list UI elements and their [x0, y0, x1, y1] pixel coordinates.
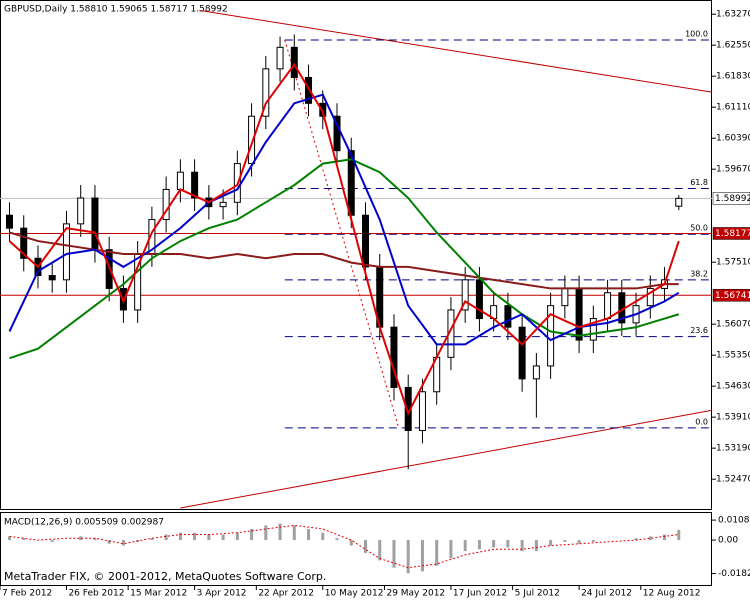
moving-average: [9, 158, 680, 360]
candle-body: [518, 326, 526, 380]
candle-body: [77, 197, 85, 225]
candle-body: [5, 214, 13, 229]
candle-body: [547, 305, 555, 367]
fib-label: 0.0: [695, 417, 708, 426]
candle-body: [561, 287, 569, 307]
candle-body: [361, 214, 369, 268]
candle-body: [162, 188, 170, 221]
x-tick-label: 22 Apr 2012: [258, 589, 314, 599]
price-box-label: 1.58177: [715, 229, 750, 239]
macd-title: MACD(12,26,9) 0.005509 0.002987: [4, 518, 164, 528]
trendline: [199, 9, 713, 93]
candle-body: [62, 223, 70, 281]
x-tick-label: 26 Feb 2012: [68, 589, 124, 599]
fib-swing: [284, 39, 400, 429]
y-tick-label: 1.63270: [716, 10, 750, 20]
x-tick-label: 7 Feb 2012: [2, 589, 52, 599]
trendline: [180, 409, 713, 509]
y-tick-label: 1.53910: [716, 413, 750, 423]
candle-body: [575, 287, 583, 341]
x-tick-label: 17 Jun 2012: [453, 589, 507, 599]
x-tick-label: 24 Jul 2012: [581, 589, 632, 599]
y-tick-label: 1.62550: [716, 41, 750, 51]
price-box-label: 1.58992: [715, 194, 750, 204]
candle-body: [646, 287, 654, 307]
fib-label: 50.0: [690, 224, 708, 233]
y-tick-label: 1.52470: [716, 475, 750, 485]
candle-body: [461, 279, 469, 311]
x-tick-label: 10 May 2012: [325, 589, 384, 599]
candle-body: [504, 305, 512, 328]
fib-label: 61.8: [690, 178, 708, 187]
candle-body: [176, 171, 184, 190]
candle-body: [390, 326, 398, 388]
fib-label: 23.6: [690, 326, 708, 335]
candle-body: [48, 275, 56, 281]
price-box: [712, 289, 750, 302]
candle-body: [418, 391, 426, 432]
candle-body: [276, 46, 284, 70]
candle-body: [347, 150, 355, 216]
candle-body: [219, 201, 227, 208]
candle-body: [475, 279, 483, 320]
y-tick-label: 1.53190: [716, 444, 750, 454]
macd-panel: [0, 512, 712, 586]
x-tick-label: 29 May 2012: [386, 589, 445, 599]
fib-label: 100.0: [685, 30, 708, 39]
candle-body: [191, 171, 199, 199]
candle-body: [305, 76, 313, 104]
x-tick-label: 15 Mar 2012: [130, 589, 187, 599]
price-box: [712, 192, 750, 205]
y-tick-label: 1.61830: [716, 72, 750, 82]
macd-y-tick-label: 0.010844: [718, 516, 750, 526]
footer: MetaTrader FIX, © 2001-2012, MetaQuotes …: [4, 570, 326, 583]
main-panel: [0, 0, 712, 510]
candle-body: [248, 115, 256, 165]
moving-average: [8, 62, 680, 416]
candle-body: [290, 46, 298, 78]
y-tick-label: 1.56070: [716, 320, 750, 330]
fib-label: 38.2: [690, 269, 708, 278]
price-box: [712, 227, 750, 240]
y-tick-label: 1.61110: [716, 103, 750, 113]
x-tick-label: 3 Apr 2012: [197, 589, 247, 599]
y-tick-label: 1.55350: [716, 351, 750, 361]
price-box-label: 1.56741: [715, 291, 750, 301]
candle-body: [604, 292, 612, 320]
candle-body: [20, 227, 28, 259]
candle-body: [532, 365, 540, 380]
x-tick-label: 5 Jul 2012: [515, 589, 560, 599]
y-tick-label: 1.59670: [716, 165, 750, 175]
candle-body: [675, 197, 683, 207]
y-tick-label: 1.54630: [716, 382, 750, 392]
candle-body: [262, 68, 270, 117]
y-tick-label: 1.57510: [716, 258, 750, 268]
macd-y-tick-label: 0.00: [718, 536, 738, 546]
candle-body: [91, 197, 99, 251]
chart-title: GBPUSD,Daily 1.58810 1.59065 1.58717 1.5…: [4, 5, 228, 15]
candle-body: [589, 318, 597, 341]
moving-average: [9, 231, 679, 290]
candle-body: [319, 102, 327, 117]
y-tick-label: 1.60390: [716, 134, 750, 144]
x-tick-label: 12 Aug 2012: [643, 589, 701, 599]
